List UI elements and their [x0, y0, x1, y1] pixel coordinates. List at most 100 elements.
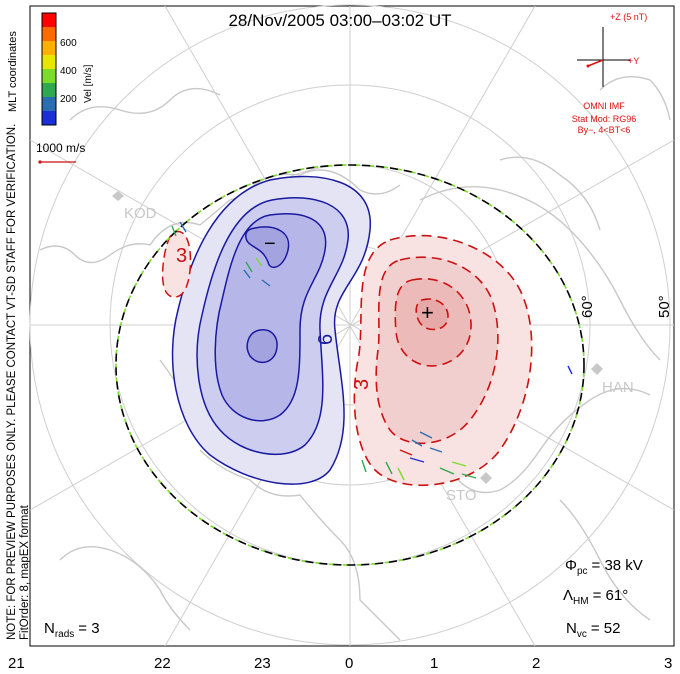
mlt-tick-0: 0: [345, 655, 353, 672]
vector: [385, 461, 393, 475]
coast-kamchatka: [599, 76, 671, 121]
latitude-label-50: 50°: [656, 295, 673, 318]
colorbar-swatch: [42, 69, 56, 83]
contour-label-neg-small: 3: [176, 245, 187, 267]
stat-nvc-symbol: N: [566, 620, 577, 637]
coast-greenland-south: [59, 546, 191, 631]
latitude-label-60: 60°: [579, 295, 596, 318]
coast-scandinavia-west: [199, 449, 401, 641]
potential-max-marker: +: [421, 300, 434, 325]
coast-europe: [559, 499, 651, 621]
stat-nvc: Nvc = 52: [566, 620, 620, 640]
coastlines: [39, 76, 671, 641]
stat-nrads-sub: rads: [55, 629, 74, 640]
contour-label-neg-big: 6: [315, 334, 337, 345]
colorbar-swatch: [42, 97, 56, 111]
station-han-marker: [591, 363, 603, 375]
imf-vector-head: [586, 64, 590, 68]
station-sto-label: STO: [446, 487, 477, 504]
neg-contour-4: [245, 226, 290, 269]
stat-lambda: ΛHM = 61°: [563, 587, 628, 607]
stat-nrads-value: = 3: [78, 620, 99, 637]
negative-potential-cell: [161, 175, 371, 485]
mlt-tick-3: 3: [664, 655, 672, 672]
hmb-black: [115, 164, 585, 566]
potential-min-marker: −: [264, 233, 276, 255]
radar-stations: KOD HAN STO: [112, 191, 634, 504]
station-kod-marker: [112, 191, 124, 201]
station-kod: KOD: [112, 191, 157, 222]
colorbar-swatch: [42, 111, 56, 125]
colorbar-tick-400: 400: [60, 66, 77, 77]
preview-note: NOTE: FOR PREVIEW PURPOSES ONLY. PLEASE …: [6, 124, 18, 640]
colorbar-swatch: [42, 83, 56, 97]
vector: [179, 221, 187, 233]
stat-lambda-value: = 61°: [593, 587, 629, 604]
positive-potential-cell: [353, 234, 533, 487]
vector: [171, 225, 177, 237]
coast-siberia: [419, 186, 661, 361]
stat-nrads-symbol: N: [44, 620, 55, 637]
velocity-vectors: [171, 221, 573, 481]
vector: [439, 467, 455, 475]
stat-lambda-symbol: Λ: [563, 587, 573, 604]
vector: [399, 449, 413, 456]
coast-alaska: [69, 87, 221, 121]
stat-model-line2: By−, 4<BT<6: [578, 125, 631, 135]
vector: [245, 261, 253, 273]
vector: [261, 279, 271, 287]
imf-z-label: +Z (5 nT): [610, 12, 647, 22]
latitude-longitude-grid: [29, 4, 675, 647]
station-han: HAN: [591, 363, 634, 396]
imf-vector: [587, 59, 604, 67]
stat-model-line1: Stat Mod: RG96: [572, 114, 637, 124]
vector: [419, 431, 433, 439]
neg-contour-5: [246, 329, 278, 364]
pos-small-cell: [161, 230, 192, 298]
stat-nvc-value: = 52: [591, 620, 621, 637]
stat-phi-symbol: Φ: [565, 557, 577, 574]
vector: [451, 461, 467, 467]
vector: [255, 257, 263, 267]
colorbar-tick-200: 200: [60, 94, 77, 105]
scale-vector-origin: [38, 160, 42, 164]
vector: [411, 439, 423, 447]
imf-clock: +Z (5 nT) +Y OMNI IMF Stat Mod: RG96 By−…: [572, 12, 648, 135]
fit-order-note: FitOrder: 8, mapEX format: [19, 504, 31, 640]
mlt-tick-22: 22: [154, 655, 171, 672]
vector: [409, 457, 425, 463]
coast-arctic-islands: [239, 169, 401, 201]
stat-phi-value: = 38 kV: [592, 557, 643, 574]
vector: [361, 459, 367, 473]
vector: [429, 447, 443, 453]
mlt-tick-1: 1: [430, 655, 438, 672]
colorbar-swatch: [42, 27, 56, 41]
scale-vector-label: 1000 m/s: [36, 141, 85, 155]
station-sto-marker: [480, 472, 492, 484]
hmb-green: [115, 164, 585, 566]
heppner-maynard-boundary: [115, 164, 585, 566]
contour-label-pos: 3: [351, 379, 373, 390]
colorbar-tick-600: 600: [60, 38, 77, 49]
vector: [243, 269, 251, 279]
vector: [397, 467, 405, 481]
imf-y-label: +Y: [628, 56, 639, 66]
coordinates-label: MLT coordinates: [7, 31, 19, 112]
vector: [461, 473, 477, 479]
mlt-tick-23: 23: [254, 655, 271, 672]
vector: [567, 365, 573, 375]
velocity-colorbar: 600 400 200 Vel [m/s]: [41, 12, 94, 126]
colorbar-label: Vel [m/s]: [83, 64, 94, 103]
mlt-axis: 21 22 23 0 1 2 3: [8, 655, 672, 672]
station-sto: STO: [446, 472, 492, 504]
imf-source: OMNI IMF: [583, 101, 625, 111]
colorbar-frame: [41, 12, 57, 126]
stat-phi: Φpc = 38 kV: [565, 557, 643, 577]
mlt-tick-2: 2: [532, 655, 540, 672]
colorbar-swatch: [42, 41, 56, 55]
stat-nvc-sub: vc: [577, 629, 587, 640]
plot-title: 28/Nov/2005 03:00–03:02 UT: [228, 11, 451, 30]
colorbar-swatch: [42, 55, 56, 69]
